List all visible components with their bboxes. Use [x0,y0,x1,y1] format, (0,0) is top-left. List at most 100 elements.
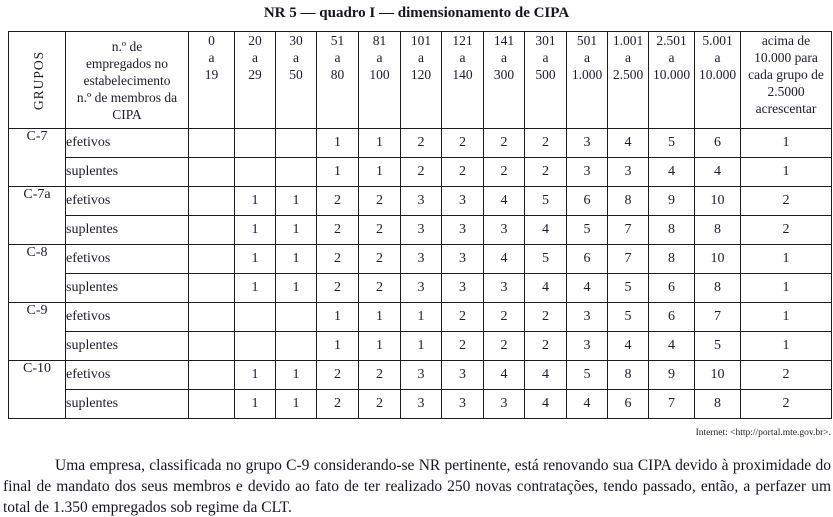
value-cell: 4 [607,128,649,158]
employee-range-column-header: 20 a 29 [234,31,276,129]
value-cell: 3 [483,215,525,245]
value-cell: 3 [400,360,442,390]
value-cell: 2 [740,186,832,216]
value-cell: 6 [566,186,608,216]
value-cell [234,331,276,361]
value-cell: 4 [524,215,567,245]
value-cell: 3 [400,186,442,216]
value-cell: 4 [566,273,608,303]
employees-members-column-header: n.º de empregados no estabelecimento n.º de… [65,31,189,129]
member-type-label: suplentes [65,273,189,303]
value-cell: 7 [648,389,695,419]
group-label: C-7 [8,128,66,187]
grupos-rotated-label: GRUPOS [31,50,47,110]
question-paragraph: Uma empresa, classificada no grupo C-9 c… [3,457,831,516]
value-cell [275,302,317,332]
member-type-label: suplentes [65,157,189,187]
value-cell: 1 [234,389,276,419]
value-cell: 1 [275,186,317,216]
value-cell: 8 [694,215,741,245]
value-cell: 2 [358,186,401,216]
value-cell: 1 [234,186,276,216]
value-cell [234,157,276,187]
group-label: C-8 [8,244,66,303]
value-cell: 1 [358,302,401,332]
member-type-label: suplentes [65,331,189,361]
value-cell: 3 [566,331,608,361]
value-cell: 3 [441,215,484,245]
value-cell: 8 [694,273,741,303]
value-cell: 4 [607,331,649,361]
value-cell: 3 [483,389,525,419]
member-type-label: suplentes [65,215,189,245]
employee-range-column-header: 30 a 50 [275,31,317,129]
value-cell: 1 [234,360,276,390]
value-cell: 2 [740,389,832,419]
value-cell: 4 [648,331,695,361]
value-cell: 9 [648,186,695,216]
value-cell: 3 [607,157,649,187]
value-cell: 8 [607,186,649,216]
value-cell [188,215,235,245]
value-cell: 6 [648,273,695,303]
value-cell: 8 [648,244,695,274]
value-cell: 2 [358,273,401,303]
employee-range-column-header: 301 a 500 [524,31,567,129]
source-citation: Internet: <http://portal.mte.gov.br>. [695,428,831,438]
value-cell: 6 [648,302,695,332]
value-cell: 7 [694,302,741,332]
table-row: suplentes 1 1 2 2 3 3 3 4 4 6 7 8 2 [9,389,832,419]
table-row: C-7 efetivos 1 1 2 2 2 2 3 4 5 6 1 [8,128,832,187]
value-cell: 2 [524,157,567,187]
value-cell: 4 [524,389,567,419]
value-cell [188,186,235,216]
table-row: C-8 efetivos 1 1 2 2 3 3 4 5 6 7 8 10 1 [8,244,832,303]
value-cell: 6 [566,244,608,274]
member-type-label: efetivos [65,128,189,158]
table-row: C-10 efetivos 1 1 2 2 3 3 4 4 5 8 9 10 2 [8,360,832,419]
value-cell: 2 [441,157,484,187]
value-cell: 1 [275,273,317,303]
group-label: C-10 [8,360,66,419]
value-cell: 1 [275,389,317,419]
value-cell: 3 [400,244,442,274]
value-cell: 2 [316,273,359,303]
value-cell: 7 [607,215,649,245]
value-cell: 5 [566,215,608,245]
table-row: suplentes 1 1 2 2 3 3 3 4 4 5 6 8 1 [9,273,832,303]
member-type-label: suplentes [65,389,189,419]
employee-range-column-header: 121 a 140 [441,31,484,129]
value-cell: 3 [441,273,484,303]
employee-range-column-header: 141 a 300 [483,31,525,129]
value-cell: 1 [740,244,832,274]
value-cell: 1 [740,302,832,332]
value-cell: 1 [275,215,317,245]
value-cell: 4 [483,360,525,390]
value-cell: 2 [316,389,359,419]
table-row: C-9 efetivos 1 1 1 2 2 2 3 5 6 7 1 [8,302,832,361]
value-cell: 3 [441,360,484,390]
value-cell: 1 [400,331,442,361]
value-cell [275,128,317,158]
value-cell [275,157,317,187]
value-cell: 2 [441,128,484,158]
value-cell: 2 [483,302,525,332]
value-cell: 6 [694,128,741,158]
value-cell: 5 [607,302,649,332]
value-cell: 3 [441,186,484,216]
value-cell: 2 [358,389,401,419]
value-cell [275,331,317,361]
value-cell [234,302,276,332]
value-cell: 1 [275,360,317,390]
group-label: C-9 [8,302,66,361]
value-cell: 2 [316,244,359,274]
value-cell [234,128,276,158]
value-cell: 10 [694,360,741,390]
value-cell: 2 [483,157,525,187]
table-row: C-7a efetivos 1 1 2 2 3 3 4 5 6 8 9 10 2 [8,186,832,245]
value-cell: 1 [316,157,359,187]
value-cell: 3 [566,302,608,332]
value-cell: 2 [358,244,401,274]
value-cell: 2 [316,186,359,216]
value-cell: 2 [524,128,567,158]
